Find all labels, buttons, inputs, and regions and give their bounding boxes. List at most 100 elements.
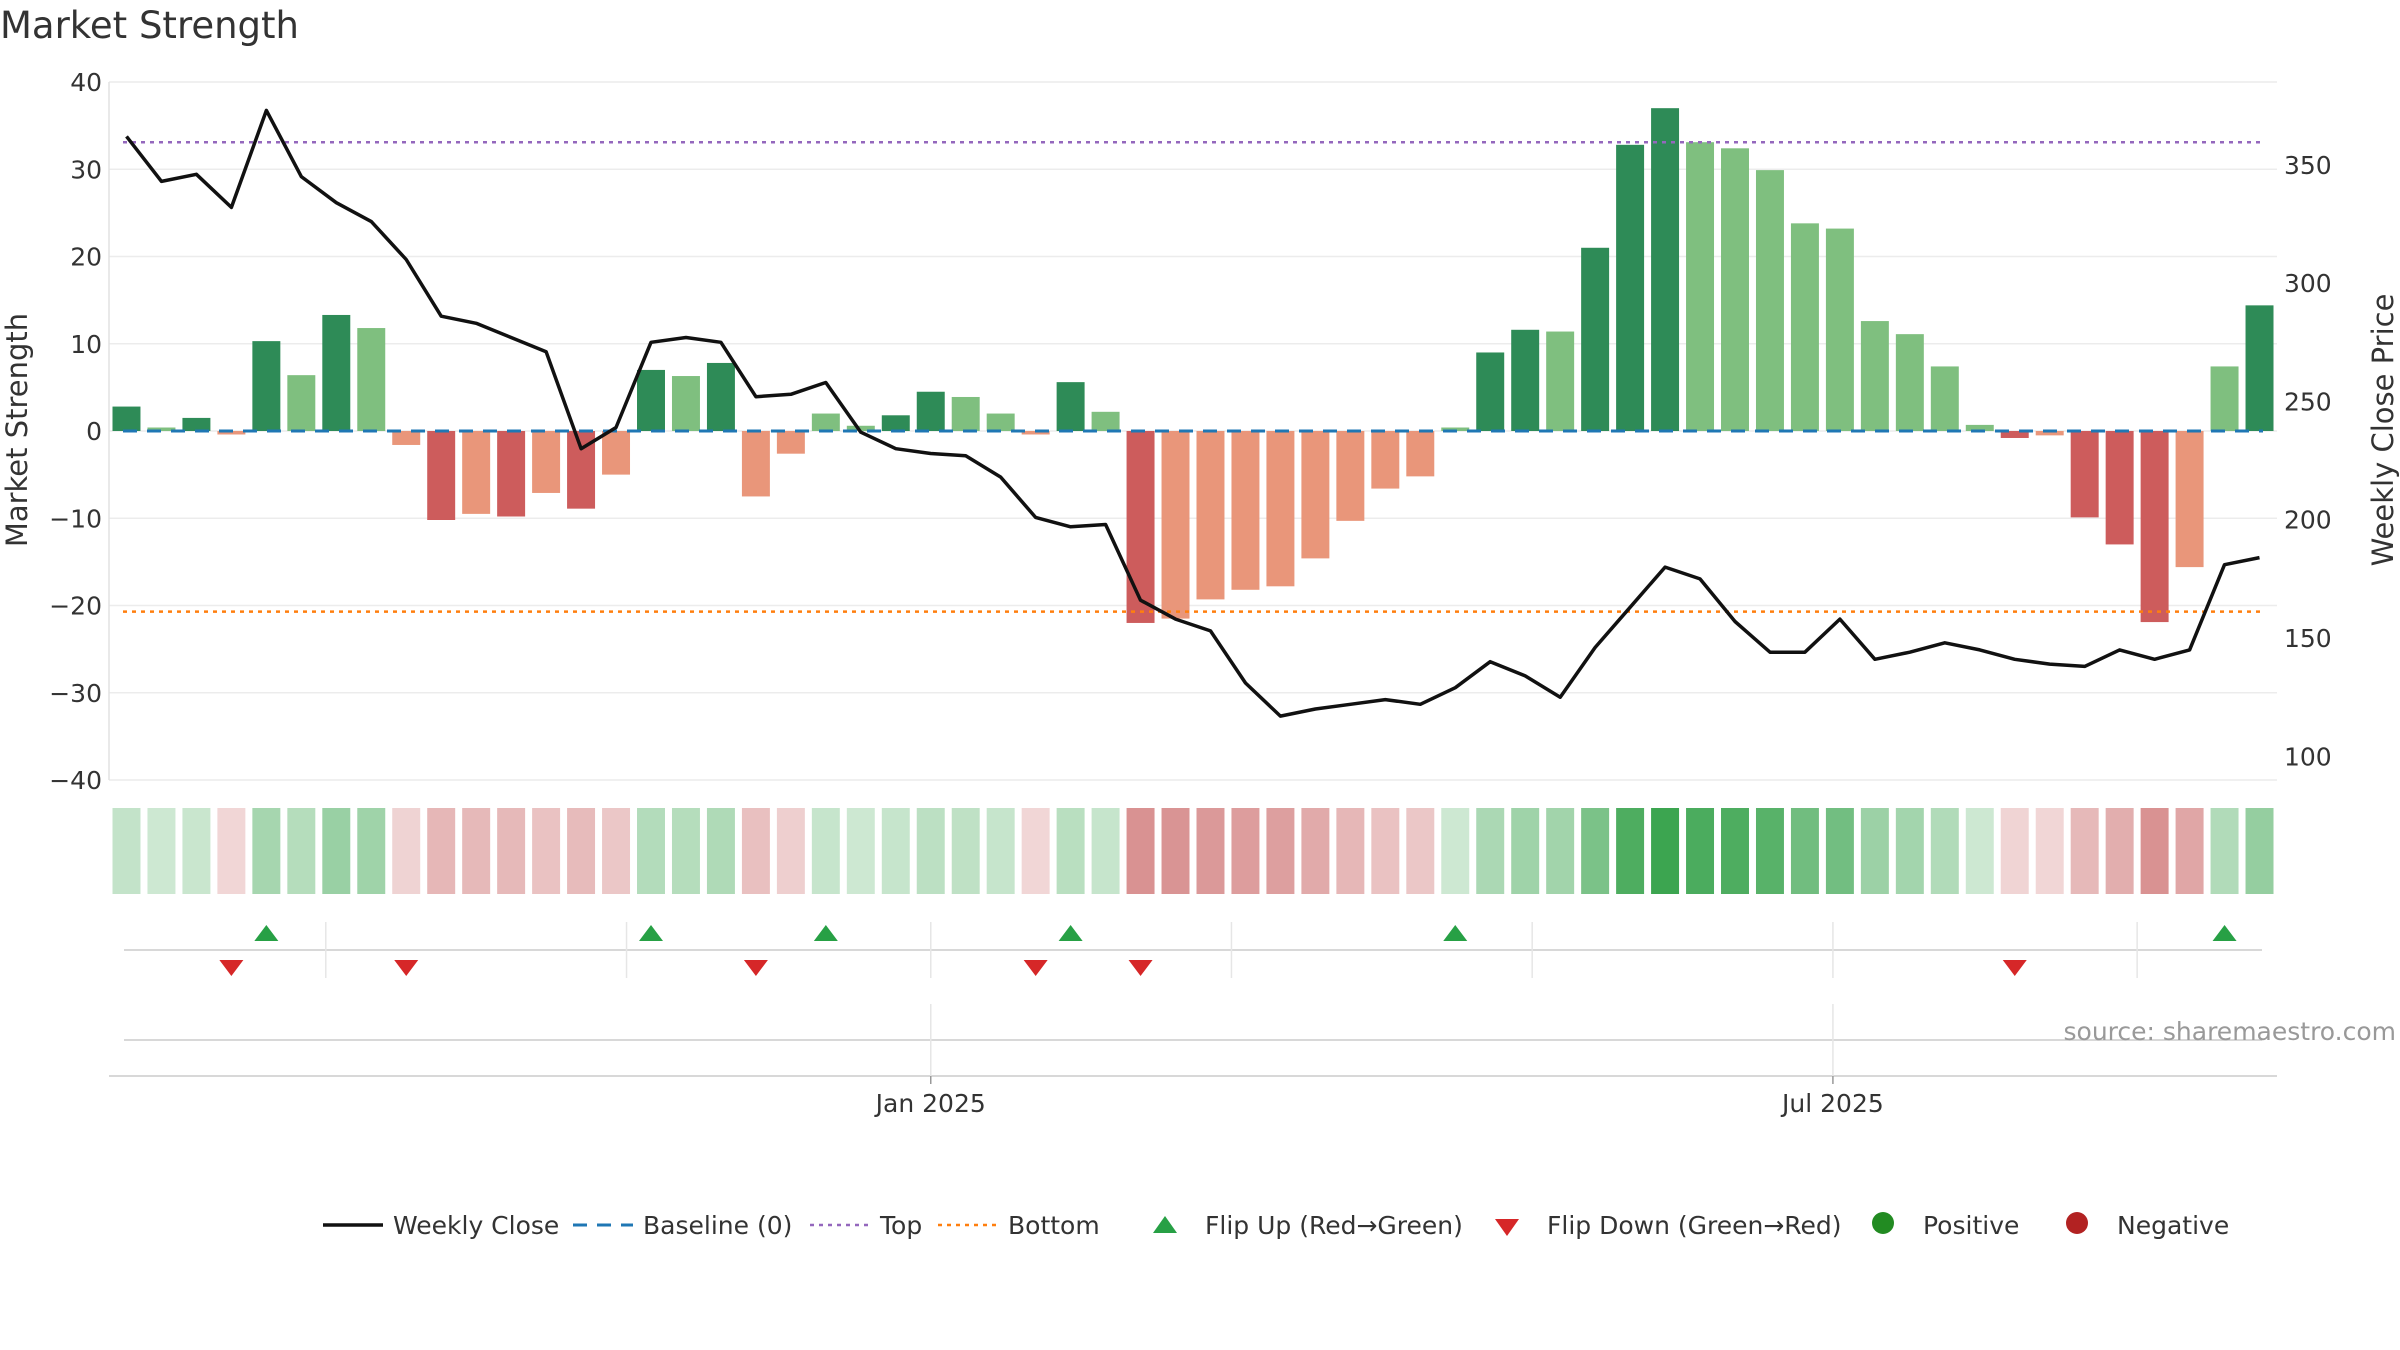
strength-bar: [1406, 431, 1435, 477]
strength-bar: [1895, 334, 1924, 431]
strength-bar: [1021, 431, 1050, 435]
right-tick-label: 250: [2284, 387, 2332, 416]
strength-bar: [2210, 366, 2239, 431]
heat-cell: [2175, 808, 2204, 894]
strength-bar: [462, 431, 491, 514]
strength-bar: [1546, 331, 1575, 431]
heat-cell: [846, 808, 875, 894]
strength-bar: [602, 431, 631, 475]
heat-cell: [986, 808, 1015, 894]
strength-bar: [2000, 431, 2029, 438]
flip-down-marker: [1023, 960, 1048, 976]
weekly-close-path: [125, 108, 2260, 718]
x-tick-label: Jul 2025: [1780, 1089, 1884, 1118]
strength-bar: [357, 328, 386, 431]
left-tick-label: 0: [86, 417, 102, 446]
heat-cell: [2070, 808, 2099, 894]
flip-down-marker: [219, 960, 244, 976]
x-tick-label: Jan 2025: [874, 1089, 986, 1118]
strength-bar: [1790, 223, 1819, 431]
strength-bar: [1231, 431, 1260, 590]
strength-bar: [741, 431, 770, 497]
strength-bar: [811, 413, 840, 431]
strength-bar: [776, 431, 805, 454]
legend-triangle-down-icon: [1495, 1219, 1519, 1236]
strength-bar: [637, 369, 665, 431]
strength-bar: [2140, 431, 2169, 623]
strength-bar: [1126, 431, 1155, 623]
heat-cell: [1091, 808, 1120, 894]
legend-label: Flip Down (Green→Red): [1547, 1211, 1842, 1240]
heat-cell: [2210, 808, 2239, 894]
heat-cell: [2035, 808, 2064, 894]
heat-cell: [1476, 808, 1505, 894]
strength-bar: [1266, 431, 1295, 587]
heat-cell: [1721, 808, 1749, 894]
right-tick-label: 300: [2284, 269, 2332, 298]
heat-cell: [951, 808, 980, 894]
left-tick-label: −40: [49, 766, 102, 795]
strength-bar: [112, 406, 141, 431]
legend-dot-icon: [1872, 1212, 1894, 1234]
heat-cell: [1651, 808, 1680, 894]
strength-bar: [1091, 411, 1120, 431]
left-tick-label: −10: [49, 504, 102, 533]
heat-cell: [602, 808, 631, 894]
flip-markers-panel: [124, 922, 2262, 978]
heat-cell: [1546, 808, 1575, 894]
legend-label: Top: [879, 1211, 922, 1240]
heat-cell: [1021, 808, 1050, 894]
strength-bar: [2105, 431, 2134, 545]
heat-cell: [2245, 808, 2274, 894]
heat-cell: [357, 808, 386, 894]
heat-cell: [1126, 808, 1155, 894]
heat-cell: [1790, 808, 1819, 894]
x-axis-ticks: Jan 2025 Jul 2025: [874, 1076, 1884, 1118]
left-tick-label: 30: [70, 155, 102, 184]
flip-down-marker: [1128, 960, 1153, 976]
heat-cell: [1686, 808, 1715, 894]
heat-cell: [1231, 808, 1260, 894]
strength-bar: [671, 376, 700, 431]
heat-cell: [1441, 808, 1470, 894]
flip-up-marker: [2212, 925, 2237, 941]
left-tick-label: −30: [49, 679, 102, 708]
heat-cell: [497, 808, 526, 894]
bottom-timeline-panel: [109, 1004, 2277, 1077]
flip-down-marker: [394, 960, 419, 976]
flip-up-marker: [813, 925, 838, 941]
heat-cell: [776, 808, 805, 894]
heat-cell: [322, 808, 351, 894]
right-axis-ticks: 350 300 250 200 150 100: [2284, 151, 2332, 772]
heat-cell: [462, 808, 491, 894]
right-axis-label: Weekly Close Price: [2366, 294, 2400, 567]
strength-bar: [532, 431, 561, 493]
heat-cell: [2000, 808, 2029, 894]
legend-label: Flip Up (Red→Green): [1205, 1211, 1463, 1240]
strength-bar: [1651, 108, 1680, 432]
strength-bar: [1930, 366, 1959, 431]
right-tick-label: 150: [2284, 624, 2332, 653]
strength-bar: [986, 413, 1015, 431]
strength-bar: [497, 431, 526, 517]
strength-bar: [2175, 431, 2204, 568]
heat-cell: [1406, 808, 1435, 894]
heat-cell: [1301, 808, 1330, 894]
legend-label: Positive: [1923, 1211, 2019, 1240]
left-tick-label: 40: [70, 68, 102, 97]
strength-bar: [1511, 329, 1540, 431]
strength-bar: [147, 427, 176, 431]
source-credit: source: sharemaestro.com: [2064, 1017, 2397, 1046]
strength-bar: [916, 391, 945, 431]
heat-cell: [741, 808, 770, 894]
strength-bar: [2070, 431, 2099, 518]
strength-bar: [287, 375, 316, 431]
strength-bar: [252, 341, 281, 431]
heat-cell: [182, 808, 211, 894]
heat-cell: [567, 808, 596, 894]
heat-cell: [532, 808, 561, 894]
heat-cell: [1860, 808, 1889, 894]
strength-bar: [182, 417, 211, 431]
flip-up-marker: [254, 925, 279, 941]
